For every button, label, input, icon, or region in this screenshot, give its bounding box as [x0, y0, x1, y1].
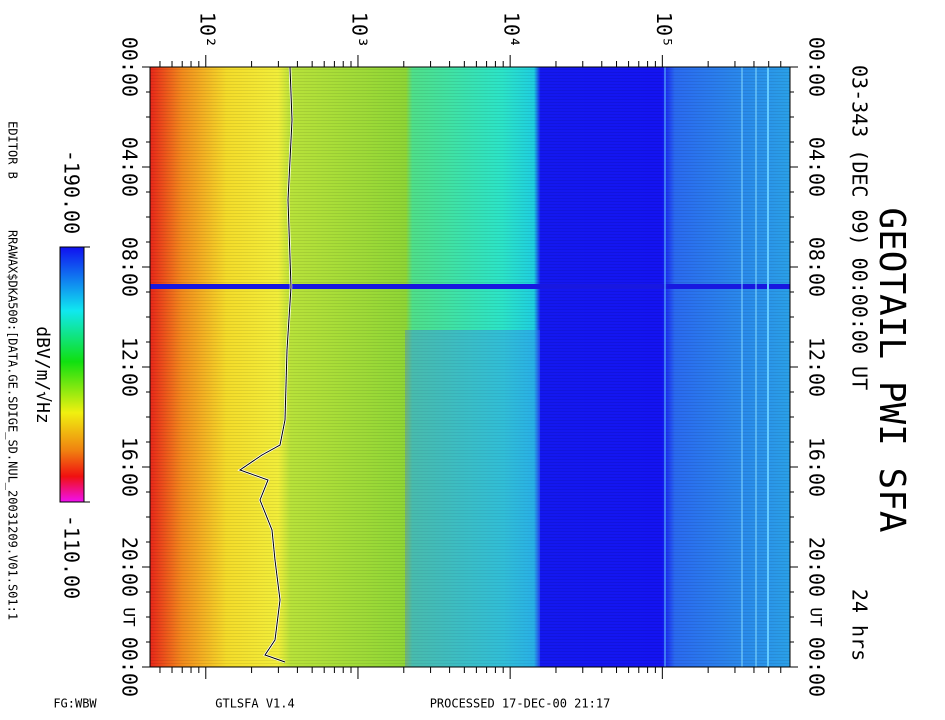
y-tick-label: 04:00 — [118, 137, 142, 197]
duration-label: 24 hrs — [848, 589, 872, 661]
editor-label: EDITOR B — [6, 121, 20, 179]
y-tick-label: 16:00 — [118, 437, 142, 497]
footer-text: GTLSFA V1.4 — [215, 697, 294, 711]
colorbar-tick-label: -110.00 — [60, 515, 84, 599]
colorbar — [59, 246, 85, 503]
y-tick-label-right: 12:00 — [805, 337, 829, 397]
y-axis-label-right: UT — [807, 607, 826, 627]
y-tick-label: 20:00 — [118, 537, 142, 597]
y-tick-label-right: 00:00 — [805, 37, 829, 97]
colorbar-label: dBV/m/√Hz — [32, 326, 53, 424]
y-tick-label: 08:00 — [118, 237, 142, 297]
x-tick-label: 10⁵ — [652, 12, 676, 48]
x-tick-label: 10² — [195, 12, 219, 48]
y-tick-label-right: 16:00 — [805, 437, 829, 497]
y-tick-label: 00:00 — [118, 637, 142, 697]
y-tick-label-right: 20:00 — [805, 537, 829, 597]
chart-subtitle: 03-343 (DEC 09) 00:00:00 UT — [848, 65, 872, 390]
y-tick-label-right: 00:00 — [805, 637, 829, 697]
y-tick-label-right: 08:00 — [805, 237, 829, 297]
y-tick-label: 12:00 — [118, 337, 142, 397]
x-tick-label: 10³ — [347, 12, 371, 48]
footer-text: PROCESSED 17-DEC-00 21:17 — [430, 697, 611, 711]
footer-text: FG:WBW — [53, 697, 97, 711]
chart-title: GEOTAIL PWI SFA — [871, 207, 912, 532]
spectrogram — [150, 66, 790, 667]
x-tick-label: 10⁴ — [500, 12, 524, 48]
y-tick-label: 00:00 — [118, 37, 142, 97]
y-axis-label: UT — [120, 607, 139, 627]
source-label: RRAWAX$DKA500:[DATA.GE.SDIGE_SD.NUL_2003… — [6, 230, 20, 620]
y-tick-label-right: 04:00 — [805, 137, 829, 197]
colorbar-tick-label: -190.00 — [60, 150, 84, 234]
